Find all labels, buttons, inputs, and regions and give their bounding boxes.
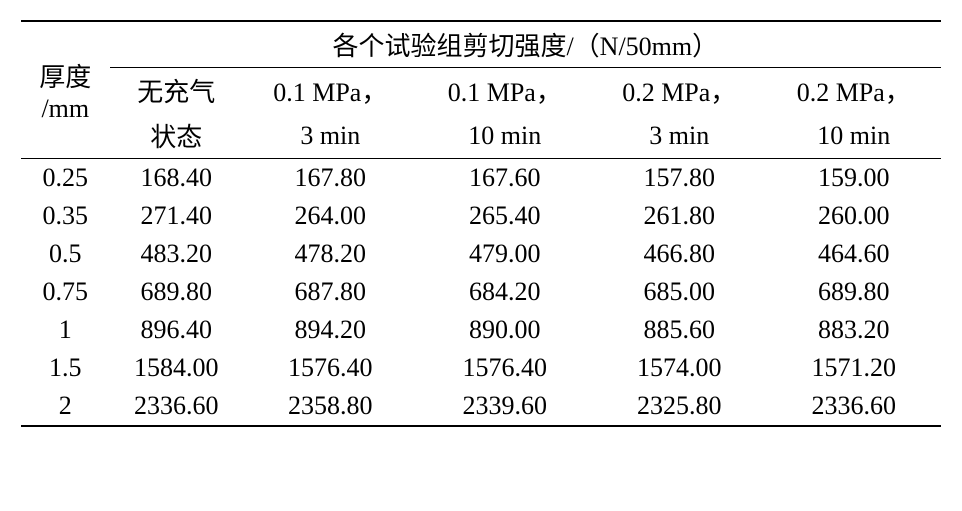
col-header-2-line2: 3 min [243,113,417,159]
shear-strength-table: 厚度 /mm 各个试验组剪切强度/（N/50mm） 无充气 0.1 MPa， 0… [21,20,941,427]
cell-value: 168.40 [110,159,244,198]
cell-value: 2325.80 [592,387,766,426]
table-row: 1.5 1584.00 1576.40 1576.40 1574.00 1571… [21,349,941,387]
table-row: 0.5 483.20 478.20 479.00 466.80 464.60 [21,235,941,273]
table-row: 1 896.40 894.20 890.00 885.60 883.20 [21,311,941,349]
data-table: 厚度 /mm 各个试验组剪切强度/（N/50mm） 无充气 0.1 MPa， 0… [21,20,941,427]
cell-value: 1571.20 [767,349,942,387]
cell-value: 483.20 [110,235,244,273]
col-header-4-line2: 3 min [592,113,766,159]
cell-value: 684.20 [418,273,592,311]
cell-value: 157.80 [592,159,766,198]
col-header-3-line1: 0.1 MPa， [418,68,592,114]
spanner-header: 各个试验组剪切强度/（N/50mm） [110,21,941,68]
col-header-4-line1: 0.2 MPa， [592,68,766,114]
cell-value: 885.60 [592,311,766,349]
cell-value: 890.00 [418,311,592,349]
cell-value: 1576.40 [418,349,592,387]
cell-value: 265.40 [418,197,592,235]
cell-value: 167.80 [243,159,417,198]
cell-value: 167.60 [418,159,592,198]
cell-value: 689.80 [767,273,942,311]
cell-value: 2358.80 [243,387,417,426]
cell-value: 1584.00 [110,349,244,387]
col-header-5-line2: 10 min [767,113,942,159]
cell-value: 896.40 [110,311,244,349]
col-header-1-line1: 无充气 [110,68,244,114]
table-body: 0.25 168.40 167.80 167.60 157.80 159.00 … [21,159,941,427]
cell-value: 479.00 [418,235,592,273]
cell-thickness: 0.35 [21,197,110,235]
table-row: 0.25 168.40 167.80 167.60 157.80 159.00 [21,159,941,198]
row-header-thickness: 厚度 /mm [21,21,110,159]
table-row: 0.35 271.40 264.00 265.40 261.80 260.00 [21,197,941,235]
col-header-5-line1: 0.2 MPa， [767,68,942,114]
table-row: 0.75 689.80 687.80 684.20 685.00 689.80 [21,273,941,311]
cell-value: 687.80 [243,273,417,311]
cell-value: 2339.60 [418,387,592,426]
col-header-2-line1: 0.1 MPa， [243,68,417,114]
cell-value: 2336.60 [110,387,244,426]
col-header-1-line2: 状态 [110,113,244,159]
cell-value: 159.00 [767,159,942,198]
cell-value: 464.60 [767,235,942,273]
cell-thickness: 1.5 [21,349,110,387]
cell-value: 689.80 [110,273,244,311]
cell-value: 261.80 [592,197,766,235]
cell-thickness: 2 [21,387,110,426]
cell-value: 1574.00 [592,349,766,387]
row-header-line1: 厚度 [39,63,91,92]
cell-value: 685.00 [592,273,766,311]
cell-value: 264.00 [243,197,417,235]
cell-value: 260.00 [767,197,942,235]
cell-value: 883.20 [767,311,942,349]
cell-value: 478.20 [243,235,417,273]
cell-value: 1576.40 [243,349,417,387]
cell-thickness: 0.75 [21,273,110,311]
cell-value: 271.40 [110,197,244,235]
col-header-3-line2: 10 min [418,113,592,159]
cell-thickness: 1 [21,311,110,349]
table-row: 2 2336.60 2358.80 2339.60 2325.80 2336.6… [21,387,941,426]
cell-thickness: 0.25 [21,159,110,198]
cell-thickness: 0.5 [21,235,110,273]
row-header-line2: /mm [41,94,89,123]
cell-value: 894.20 [243,311,417,349]
cell-value: 466.80 [592,235,766,273]
cell-value: 2336.60 [767,387,942,426]
